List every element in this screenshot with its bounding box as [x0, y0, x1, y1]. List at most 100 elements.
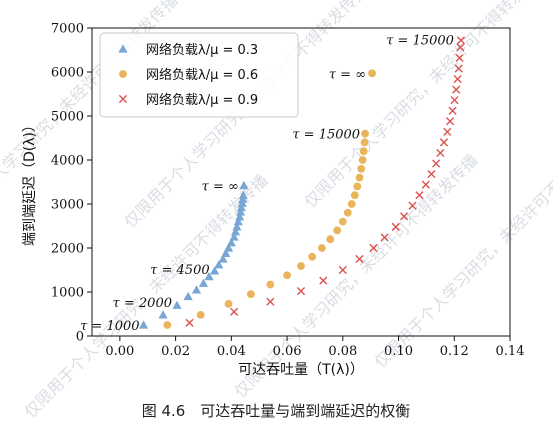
data-point	[233, 217, 243, 226]
watermark-text: 仅限用于个人学习研究，未经许可不得转发传播	[301, 0, 552, 212]
x-tick-label: 0.14	[496, 344, 525, 359]
data-point	[308, 252, 317, 261]
tau-annotation: τ = 1000	[80, 319, 139, 334]
data-point	[218, 254, 228, 263]
data-point	[427, 169, 436, 179]
data-point	[445, 117, 455, 126]
data-point	[246, 290, 255, 299]
y-axis: 0 1000 2000 3000 4000 5000 6000 7000	[51, 22, 92, 345]
annotations-layer: τ = 1000 τ = 2000 τ = 4500 τ = ∞ τ = 15000 τ …	[80, 33, 454, 334]
series-1	[138, 180, 249, 329]
data-point	[196, 310, 205, 319]
data-point	[338, 217, 347, 226]
data-point	[191, 285, 202, 294]
x-axis: 0.00 0.02 0.04 0.06 0.08 0.10 0.12 0.14	[105, 336, 524, 359]
data-point	[224, 299, 233, 308]
legend-marker	[118, 94, 128, 104]
data-point	[235, 212, 245, 221]
data-point	[158, 310, 168, 319]
data-point	[361, 129, 369, 138]
x-tick-label: 0.00	[105, 344, 134, 359]
data-point	[415, 191, 424, 200]
legend-item: 网络负载λ/μ = 0.3	[118, 42, 258, 58]
legend-marker	[118, 44, 128, 53]
data-point	[172, 300, 182, 309]
data-point	[453, 74, 462, 84]
legend-box	[99, 32, 299, 118]
data-point	[343, 208, 352, 217]
tau-annotation: τ = 15000	[386, 33, 454, 48]
data-point	[223, 243, 234, 252]
data-point	[436, 148, 445, 158]
data-point	[230, 227, 241, 236]
legend: 网络负载λ/μ = 0.3 网络负载λ/μ = 0.6 网络负载λ/μ = 0.9	[99, 32, 299, 118]
data-point	[450, 96, 459, 105]
tau-annotation: τ = 15000	[292, 128, 360, 143]
data-point	[266, 297, 275, 306]
data-point	[443, 127, 452, 136]
data-point	[221, 248, 231, 257]
y-tick-label: 6000	[51, 66, 84, 81]
data-point	[432, 159, 441, 168]
tau-annotation: τ = 4500	[150, 263, 209, 278]
data-point	[266, 280, 275, 289]
data-point	[204, 272, 214, 281]
legend-items: 网络负载λ/μ = 0.3 网络负载λ/μ = 0.6 网络负载λ/μ = 0.9	[118, 42, 258, 108]
y-axis-label: 端到端延迟（D(λ)）	[22, 118, 38, 246]
figure-caption: 图 4.6 可达吞吐量与端到端延迟的权衡	[142, 402, 411, 420]
data-point	[421, 180, 430, 189]
data-point	[360, 138, 369, 147]
data-point	[236, 202, 246, 212]
data-point	[214, 260, 224, 269]
y-tick-label: 1000	[51, 286, 84, 301]
data-point	[391, 222, 400, 231]
data-point	[368, 69, 376, 78]
data-point	[230, 307, 239, 316]
legend-item: 网络负载λ/μ = 0.6	[119, 67, 258, 83]
data-point	[163, 321, 172, 329]
series-2	[163, 69, 376, 329]
legend-label: 网络负载λ/μ = 0.3	[146, 42, 258, 58]
data-point	[333, 226, 342, 235]
data-point	[454, 64, 463, 73]
data-point	[456, 36, 466, 45]
y-tick-label: 5000	[51, 110, 84, 125]
data-point	[455, 53, 464, 63]
data-point	[210, 266, 220, 275]
data-point	[456, 43, 465, 52]
data-point	[408, 201, 417, 210]
x-tick-label: 0.02	[161, 344, 190, 359]
legend-marker	[119, 70, 127, 78]
x-tick-label: 0.08	[328, 344, 357, 359]
x-tick-label: 0.06	[273, 344, 302, 359]
data-point	[283, 271, 291, 280]
y-tick-label: 2000	[51, 242, 84, 257]
data-point	[235, 207, 246, 216]
x-tick-label: 0.04	[217, 344, 246, 359]
data-point	[380, 233, 389, 242]
tau-annotation: τ = 2000	[113, 296, 172, 311]
data-point	[400, 212, 409, 221]
data-point	[448, 106, 457, 115]
data-point	[350, 191, 359, 200]
tau-annotation: τ = ∞	[202, 180, 239, 195]
data-point	[357, 164, 366, 173]
legend-label: 网络负载λ/μ = 0.9	[146, 92, 258, 108]
data-point	[229, 232, 239, 241]
data-point	[452, 85, 461, 94]
data-point	[226, 238, 236, 247]
plot-frame	[91, 27, 511, 337]
data-point	[439, 138, 449, 147]
x-tick-label: 0.10	[384, 344, 413, 359]
data-point	[369, 243, 378, 253]
data-point	[318, 244, 326, 252]
data-point	[239, 180, 249, 190]
data-point	[198, 278, 209, 287]
tau-annotation: τ = ∞	[329, 67, 366, 82]
series-3	[185, 36, 466, 327]
x-axis-label: 可达吞吐量（T(λ)）	[238, 362, 364, 378]
y-tick-label: 7000	[51, 22, 84, 37]
data-point	[232, 222, 242, 231]
legend-item: 网络负载λ/μ = 0.9	[118, 92, 258, 108]
